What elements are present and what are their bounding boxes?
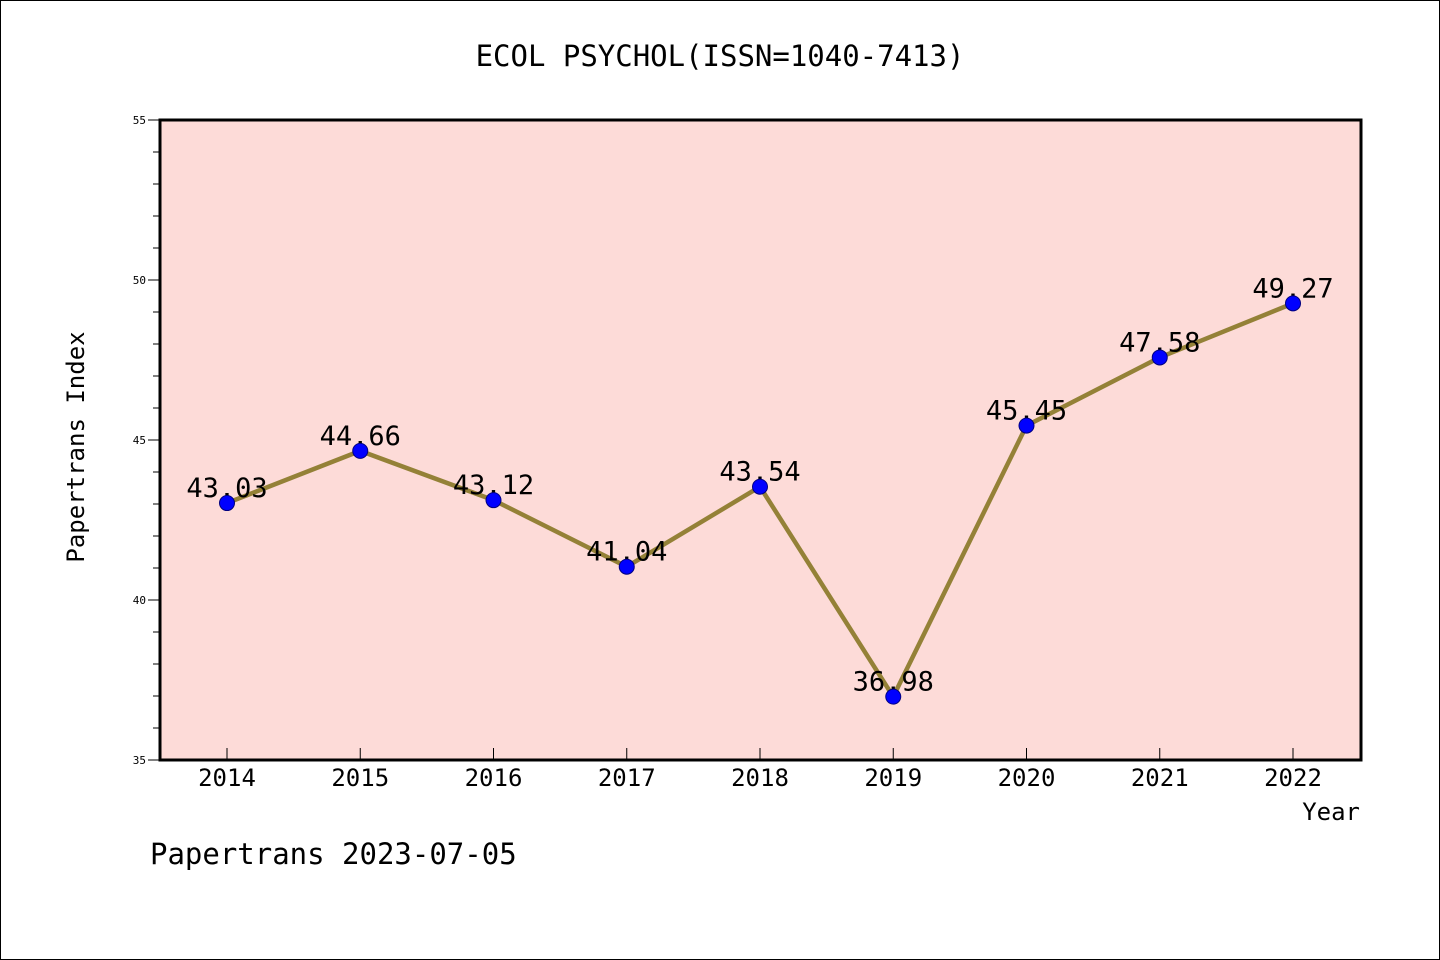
y-tick-label: 35 (133, 754, 146, 767)
x-tick-label: 2022 (1264, 764, 1322, 792)
data-point (618, 558, 635, 575)
plot-area (158, 118, 1363, 762)
y-axis: 35 40 45 50 55 (133, 114, 160, 767)
data-point (219, 495, 235, 512)
x-tick-label: 2018 (731, 764, 789, 792)
x-tick-label: 2019 (864, 764, 922, 792)
data-point (1151, 349, 1168, 366)
y-axis-label: Papertrans Index (62, 331, 90, 562)
x-tick-label: 2014 (198, 764, 256, 792)
x-tick-label: 2016 (465, 764, 523, 792)
data-point (352, 442, 369, 459)
y-tick-label: 55 (133, 114, 146, 127)
x-tick-label: 2015 (331, 764, 389, 792)
chart-title: ECOL PSYCHOL(ISSN=1040-7413) (476, 39, 965, 73)
footer-note: Papertrans 2023-07-05 (150, 837, 517, 871)
x-tick-label: 2017 (598, 764, 656, 792)
x-tick-label: 2020 (998, 764, 1056, 792)
y-tick-label: 50 (133, 274, 146, 287)
x-axis-label: Year (1302, 798, 1360, 826)
data-point (752, 478, 768, 495)
data-points (219, 295, 1301, 705)
y-tick-label: 45 (133, 434, 146, 447)
x-axis: 2014 2015 2016 2017 2018 2019 2020 2021 2022 (198, 748, 1322, 792)
data-point (1285, 295, 1301, 312)
data-point (1018, 417, 1035, 434)
data-point (885, 688, 902, 705)
y-tick-label: 40 (133, 594, 146, 607)
x-tick-label: 2021 (1131, 764, 1189, 792)
data-point (485, 492, 502, 509)
